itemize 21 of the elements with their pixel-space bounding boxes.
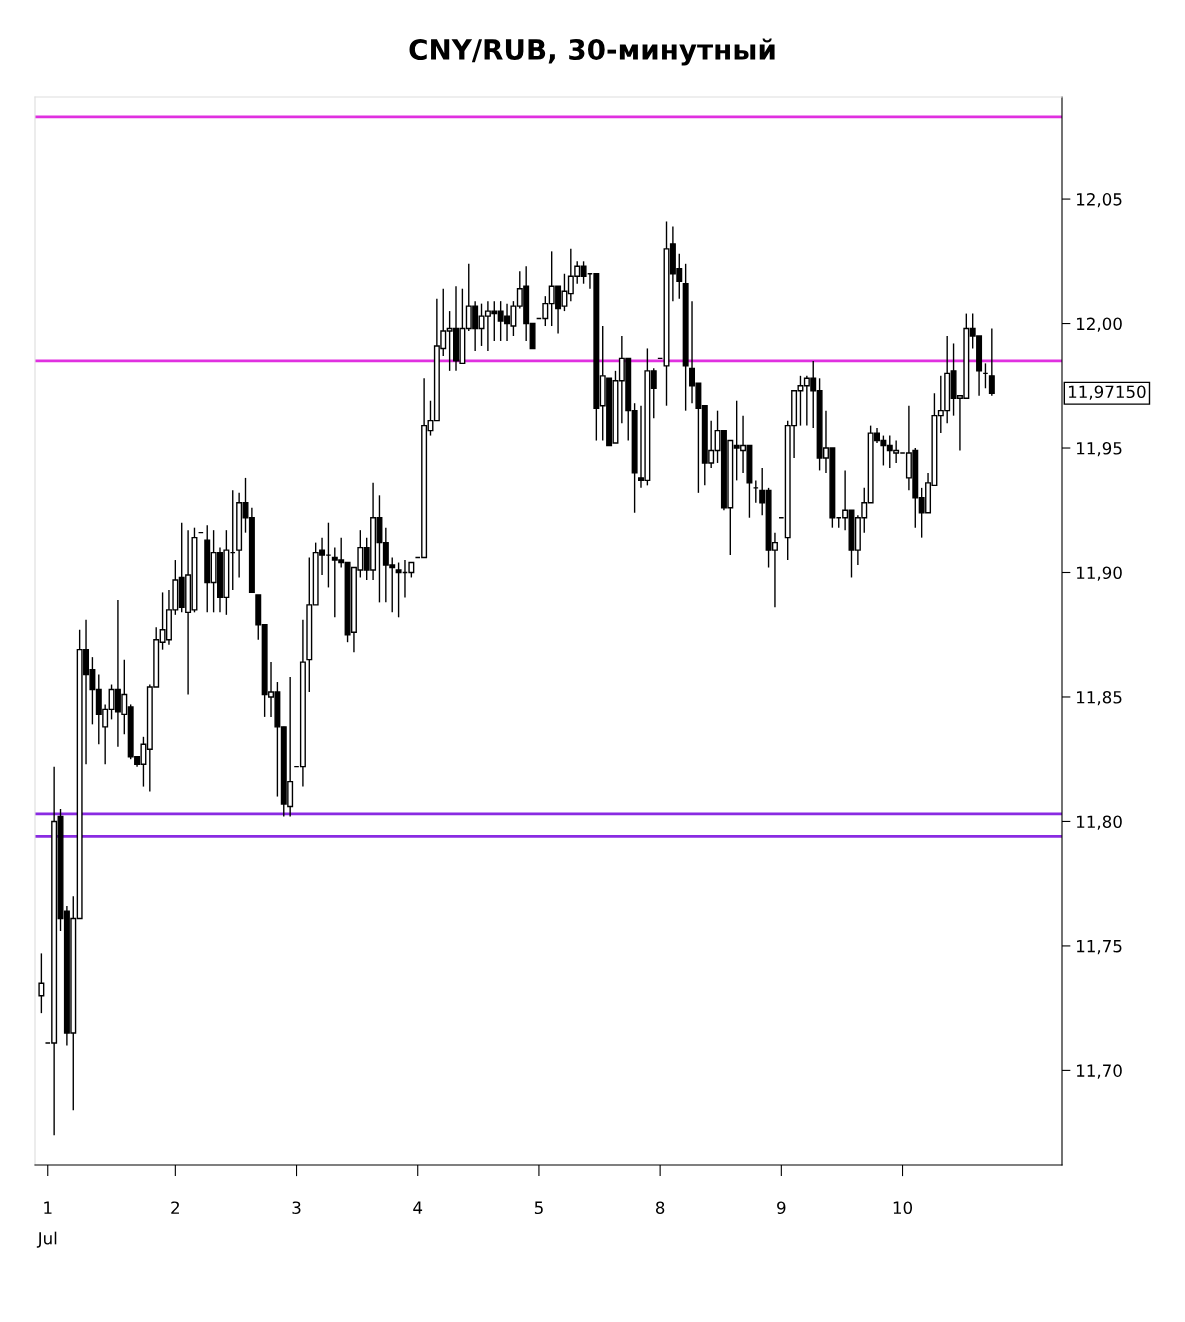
candlestick — [38, 952, 45, 1014]
candlestick — [988, 327, 995, 397]
text: Jul — [36, 1231, 57, 1248]
y-tick-label: 11,75 — [1077, 940, 1122, 955]
y-tick-label: 11,90 — [1077, 566, 1122, 581]
x-tick-label: 8 — [655, 1201, 665, 1215]
x-tick-label: 2 — [171, 1201, 179, 1214]
x-tick-label: 4 — [413, 1201, 423, 1214]
x-tick-label: 1 — [44, 1201, 52, 1214]
y-tick-label: 12,00 — [1077, 317, 1122, 332]
x-tick-label: 9 — [777, 1201, 786, 1215]
x-tick-label: 10 — [893, 1201, 913, 1215]
text: 11,97150 — [1068, 385, 1146, 400]
y-tick-label: 11,70 — [1077, 1064, 1122, 1079]
chart-title: CNY/RUB, 30-минутный — [409, 38, 775, 66]
y-tick-label: 11,85 — [1077, 690, 1122, 706]
y-tick-label: 11,95 — [1077, 441, 1122, 457]
y-tick-label: 12,05 — [1077, 193, 1122, 208]
y-tick-label: 11,80 — [1077, 815, 1122, 830]
x-tick-label: 5 — [534, 1201, 543, 1215]
x-tick-label: 3 — [292, 1201, 301, 1215]
